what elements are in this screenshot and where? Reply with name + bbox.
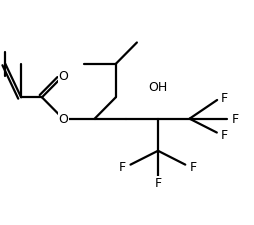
Text: F: F [221, 91, 228, 104]
Text: F: F [154, 177, 162, 189]
Text: F: F [221, 129, 228, 142]
Text: F: F [232, 113, 239, 126]
Text: O: O [58, 113, 68, 126]
Text: OH: OH [148, 81, 168, 94]
Text: O: O [58, 70, 68, 83]
Text: F: F [189, 161, 197, 173]
Text: F: F [119, 161, 126, 173]
